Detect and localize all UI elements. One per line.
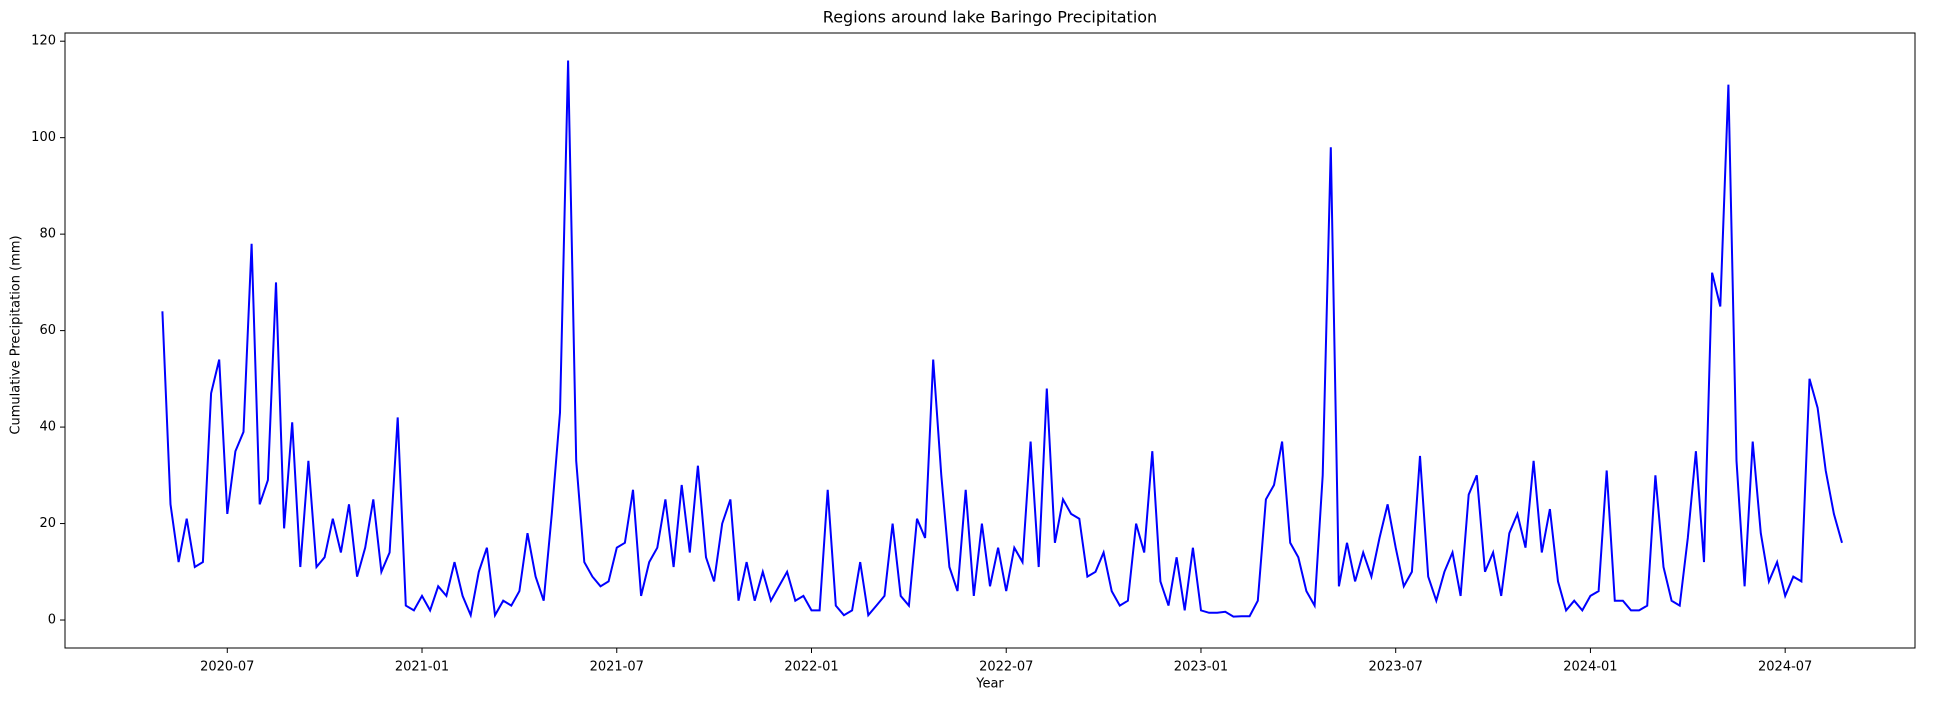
x-tick-label: 2023-01 — [1174, 660, 1228, 675]
y-axis-label: Cumulative Precipitation (mm) — [9, 235, 24, 434]
plot-frame — [64, 32, 1916, 649]
x-tick-label: 2024-07 — [1758, 660, 1812, 675]
y-tick-label: 20 — [39, 516, 56, 531]
chart-title: Regions around lake Baringo Precipitatio… — [823, 8, 1157, 27]
y-tick-label: 60 — [39, 323, 56, 338]
y-tick-label: 40 — [39, 420, 56, 435]
x-tick-label: 2021-01 — [395, 660, 449, 675]
y-tick-label: 100 — [31, 130, 56, 145]
y-tick-label: 0 — [48, 613, 56, 628]
x-tick-label: 2022-07 — [979, 660, 1033, 675]
x-tick-label: 2021-07 — [590, 660, 644, 675]
x-tick-label: 2020-07 — [200, 660, 254, 675]
x-tick-label: 2023-07 — [1369, 660, 1423, 675]
x-axis-label: Year — [975, 677, 1004, 692]
x-tick-label: 2024-01 — [1563, 660, 1617, 675]
x-tick-label: 2022-01 — [784, 660, 838, 675]
y-tick-label: 80 — [39, 227, 56, 242]
y-tick-label: 120 — [31, 34, 56, 49]
line — [161, 60, 1843, 619]
